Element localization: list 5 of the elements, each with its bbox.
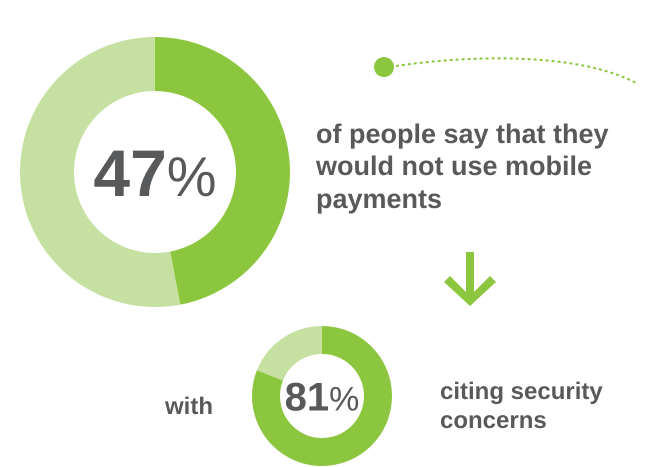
text: citing security concerns bbox=[440, 378, 604, 436]
data-label: 81% bbox=[284, 375, 360, 420]
text: of people say that they would not use mobile payments bbox=[316, 118, 610, 216]
text: with bbox=[165, 393, 214, 422]
data-label: 47% bbox=[93, 136, 217, 210]
